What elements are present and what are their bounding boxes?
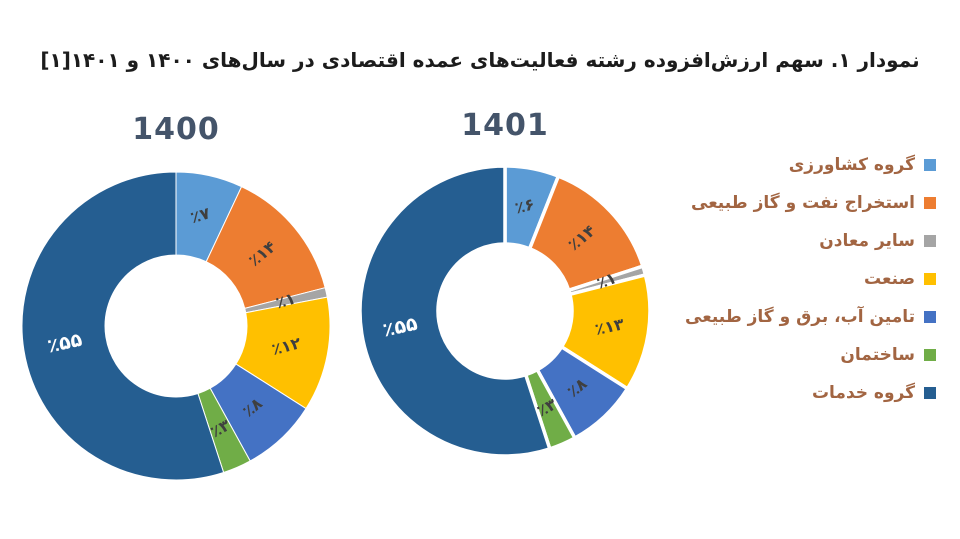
legend-marker-icon xyxy=(924,311,936,323)
legend-item-label: سایر معادن xyxy=(819,231,915,251)
legend-item: گروه کشاورزی xyxy=(636,146,936,184)
donut-chart-1400: ٪۷٪۱۴٪۱٪۱۲٪۸٪۳٪۵۵ xyxy=(21,171,331,481)
donut-year-title-1400: 1400 xyxy=(132,112,220,147)
donut-chart-1401: ٪۶٪۱۴٪۱٪۱۳٪۸٪۳٪۵۵ xyxy=(358,164,652,458)
legend-item-label: ساختمان xyxy=(840,345,915,365)
legend-marker-icon xyxy=(924,159,936,171)
legend-item: استخراج نفت و گاز طبیعی xyxy=(636,184,936,222)
slice-percent-label: ٪۷ xyxy=(188,203,212,227)
legend-item: تامین آب، برق و گاز طبیعی xyxy=(636,298,936,336)
legend-item: سایر معادن xyxy=(636,222,936,260)
legend-item-label: استخراج نفت و گاز طبیعی xyxy=(691,193,915,213)
legend-item: صنعت xyxy=(636,260,936,298)
legend-item-label: گروه خدمات xyxy=(811,383,915,403)
legend-item: ساختمان xyxy=(636,336,936,374)
donut-year-title-1401: 1401 xyxy=(461,108,549,143)
legend-item-label: صنعت xyxy=(864,269,915,289)
legend-item: گروه خدمات xyxy=(636,374,936,412)
figure-title: نمودار ۱. سهم ارزش‌افزوده رشته فعالیت‌ها… xyxy=(40,48,920,72)
legend-item-label: گروه کشاورزی xyxy=(788,155,915,175)
donut-slice-1 xyxy=(205,186,326,309)
legend-marker-icon xyxy=(924,387,936,399)
legend-marker-icon xyxy=(924,235,936,247)
legend-marker-icon xyxy=(924,349,936,361)
legend-item-label: تامین آب، برق و گاز طبیعی xyxy=(685,307,915,327)
slice-percent-label: ٪۶ xyxy=(513,194,537,217)
slice-percent-label: ٪۱ xyxy=(273,289,297,313)
legend-marker-icon xyxy=(924,273,936,285)
donut-slice-6 xyxy=(358,164,552,458)
legend-marker-icon xyxy=(924,197,936,209)
chart-legend: گروه کشاورزی استخراج نفت و گاز طبیعی سایر … xyxy=(636,146,936,412)
donut-slice-6 xyxy=(21,171,225,481)
